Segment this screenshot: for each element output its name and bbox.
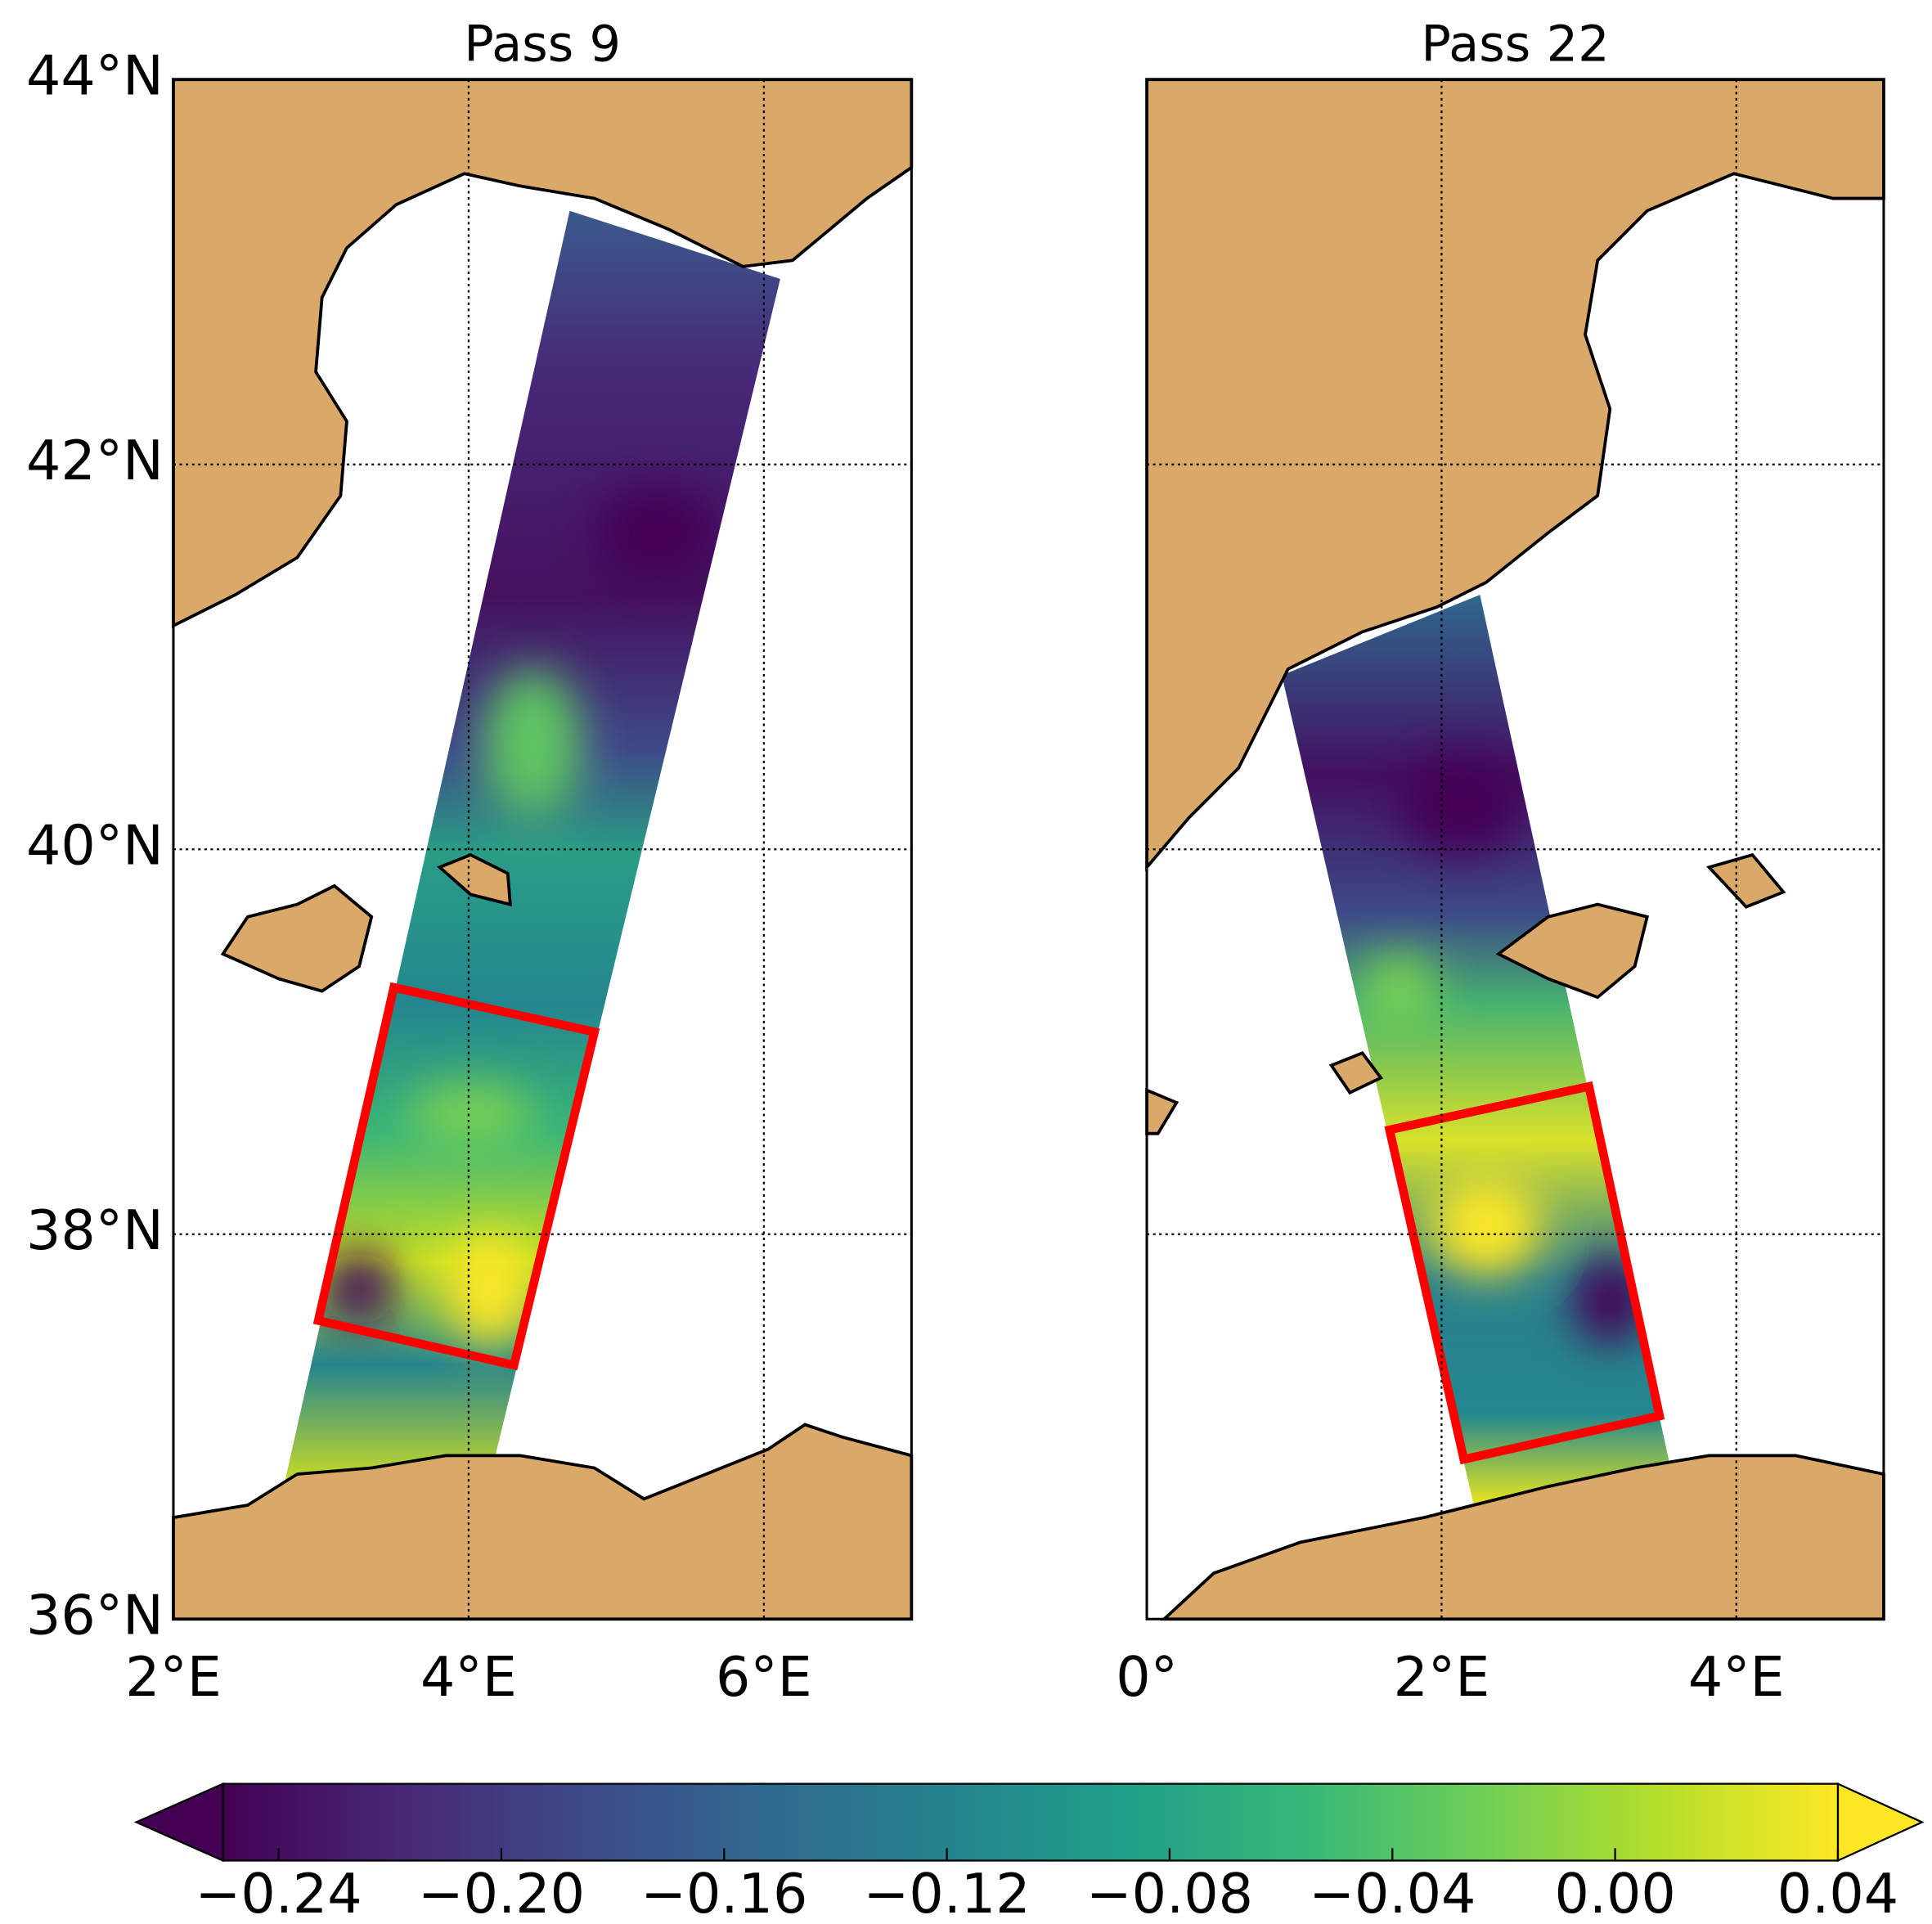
frame: [172, 78, 913, 1621]
colorbar-extend-low: [133, 1782, 224, 1863]
colorbar-tick-label: −0.04: [1309, 1862, 1476, 1924]
x-tick-label: 2°E: [1394, 1645, 1490, 1709]
x-tick-label: 2°E: [125, 1645, 222, 1709]
swath-blob: [594, 483, 719, 582]
y-tick-label: 42°N: [26, 429, 164, 492]
x-tick-label: 0°: [1116, 1645, 1178, 1709]
land: [172, 78, 914, 628]
swath-blob: [483, 668, 582, 818]
colorbar-tick-label: 0.04: [1777, 1862, 1898, 1924]
y-tick-label: 44°N: [26, 43, 164, 107]
colorbar-tick-label: −0.24: [195, 1862, 362, 1924]
land: [1705, 852, 1786, 909]
swath-field: [1282, 595, 1673, 1505]
colorbar-extend-high: [1836, 1782, 1925, 1863]
x-tick-label: 6°E: [716, 1645, 812, 1709]
swath-blob: [1430, 1176, 1543, 1276]
swath-blob: [1362, 954, 1437, 1029]
y-tick-label: 40°N: [26, 813, 164, 877]
map-panel: 0° 2°E 4°E Pass 22: [1116, 16, 1885, 1709]
land: [1145, 78, 1885, 872]
map-panel: 2°E 4°E 6°E 36°N 38°N 40°N 42°N 44°N Pass 9: [26, 16, 914, 1709]
swath: [1282, 595, 1673, 1505]
swath-blob: [1399, 755, 1524, 856]
frame: [1145, 78, 1885, 1621]
panel-title: Pass 22: [1421, 16, 1609, 73]
land: [1328, 1050, 1384, 1095]
land: [1495, 902, 1650, 1000]
y-tick-label: 38°N: [26, 1198, 164, 1262]
swath-blob: [408, 1084, 533, 1146]
colorbar-tick-label: 0.00: [1554, 1862, 1675, 1924]
y-tick-label: 36°N: [26, 1583, 164, 1647]
x-tick-label: 4°E: [420, 1645, 517, 1709]
swath-blob: [321, 1251, 397, 1326]
land: [220, 883, 374, 993]
colorbar-tick-label: −0.20: [418, 1862, 585, 1924]
swath-blob: [446, 1232, 533, 1345]
colorbar-tick-label: −0.16: [640, 1862, 807, 1924]
swath: [282, 210, 780, 1493]
colorbar-tick-label: −0.08: [1086, 1862, 1253, 1924]
land: [436, 852, 512, 907]
panel-title: Pass 9: [464, 16, 621, 73]
colorbar-body: [222, 1782, 1840, 1862]
x-tick-label: 4°E: [1688, 1645, 1785, 1709]
colorbar-tick-label: −0.12: [864, 1862, 1031, 1924]
region-box: [1384, 1081, 1665, 1465]
colorbar: −0.24 −0.20 −0.16 −0.12 −0.08 −0.04 0.00 0.04: [133, 1782, 1925, 1924]
region-box: [312, 982, 600, 1371]
